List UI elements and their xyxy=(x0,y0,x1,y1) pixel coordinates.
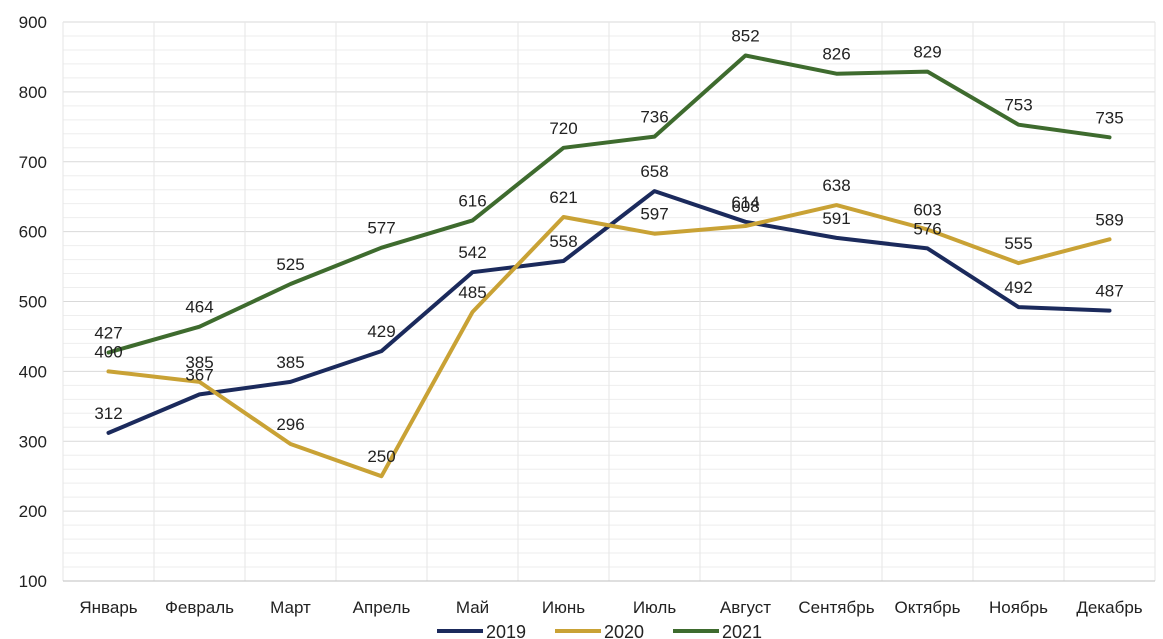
data-label-2019: 558 xyxy=(549,232,577,251)
data-label-2021: 464 xyxy=(185,298,213,317)
legend-item-2021: 2021 xyxy=(673,622,762,639)
data-label-2019: 385 xyxy=(276,353,304,372)
legend-label: 2019 xyxy=(486,622,526,639)
data-label-2020: 250 xyxy=(367,447,395,466)
data-label-2021: 753 xyxy=(1004,96,1032,115)
x-tick-label: Февраль xyxy=(165,598,234,617)
y-axis: 100 200 300 400 500 600 700 800 900 xyxy=(19,13,47,591)
y-tick-label: 100 xyxy=(19,572,47,591)
legend-label: 2021 xyxy=(722,622,762,639)
data-label-2020: 608 xyxy=(731,197,759,216)
x-tick-label: Март xyxy=(270,598,311,617)
data-label-2019: 429 xyxy=(367,322,395,341)
data-label-2021: 720 xyxy=(549,119,577,138)
data-label-2021: 525 xyxy=(276,255,304,274)
x-tick-label: Июль xyxy=(633,598,677,617)
data-label-2020: 638 xyxy=(822,176,850,195)
x-tick-label: Декабрь xyxy=(1076,598,1142,617)
x-tick-label: Август xyxy=(720,598,771,617)
x-tick-label: Октябрь xyxy=(895,598,961,617)
data-label-2020: 385 xyxy=(185,353,213,372)
series-line-2021 xyxy=(106,53,1112,355)
data-label-2020: 589 xyxy=(1095,210,1123,229)
data-label-2019: 487 xyxy=(1095,282,1123,301)
y-tick-label: 200 xyxy=(19,502,47,521)
legend-label: 2020 xyxy=(604,622,644,639)
data-label-2019: 591 xyxy=(822,209,850,228)
data-label-2021: 616 xyxy=(458,191,486,210)
data-label-2019: 367 xyxy=(185,365,213,384)
y-tick-label: 500 xyxy=(19,293,47,312)
x-tick-label: Ноябрь xyxy=(989,598,1048,617)
data-label-2019: 542 xyxy=(458,243,486,262)
grid xyxy=(62,21,1156,582)
legend-item-2019: 2019 xyxy=(437,622,526,639)
series-line-2020 xyxy=(106,203,1112,479)
y-tick-label: 400 xyxy=(19,362,47,381)
y-tick-label: 600 xyxy=(19,223,47,242)
data-label-2021: 736 xyxy=(640,108,668,127)
data-label-2019: 658 xyxy=(640,162,668,181)
legend: 2019 2020 2021 xyxy=(437,622,762,639)
data-label-2021: 826 xyxy=(822,45,850,64)
data-label-2021: 735 xyxy=(1095,108,1123,127)
x-tick-label: Май xyxy=(456,598,489,617)
data-label-2020: 597 xyxy=(640,205,668,224)
x-tick-label: Январь xyxy=(79,598,137,617)
y-tick-label: 700 xyxy=(19,153,47,172)
data-label-2020: 296 xyxy=(276,415,304,434)
data-label-2019: 576 xyxy=(913,219,941,238)
data-label-2021: 829 xyxy=(913,43,941,62)
y-tick-label: 300 xyxy=(19,432,47,451)
data-label-2020: 621 xyxy=(549,188,577,207)
series-lines xyxy=(106,53,1112,479)
x-tick-label: Сентябрь xyxy=(798,598,874,617)
legend-item-2020: 2020 xyxy=(555,622,644,639)
data-label-2019: 312 xyxy=(94,404,122,423)
data-label-2021: 577 xyxy=(367,219,395,238)
data-label-2021: 427 xyxy=(94,324,122,343)
y-tick-label: 900 xyxy=(19,13,47,32)
data-label-2020: 603 xyxy=(913,201,941,220)
data-label-2019: 614 xyxy=(731,193,759,212)
data-label-2021: 852 xyxy=(731,27,759,46)
x-tick-label: Апрель xyxy=(353,598,411,617)
data-label-2019: 492 xyxy=(1004,278,1032,297)
data-label-2020: 400 xyxy=(94,342,122,361)
y-tick-label: 800 xyxy=(19,83,47,102)
data-label-2020: 485 xyxy=(458,283,486,302)
x-tick-label: Июнь xyxy=(542,598,585,617)
x-axis: Январь Февраль Март Апрель Май Июнь Июль Август… xyxy=(79,598,1142,617)
data-label-2020: 555 xyxy=(1004,234,1032,253)
